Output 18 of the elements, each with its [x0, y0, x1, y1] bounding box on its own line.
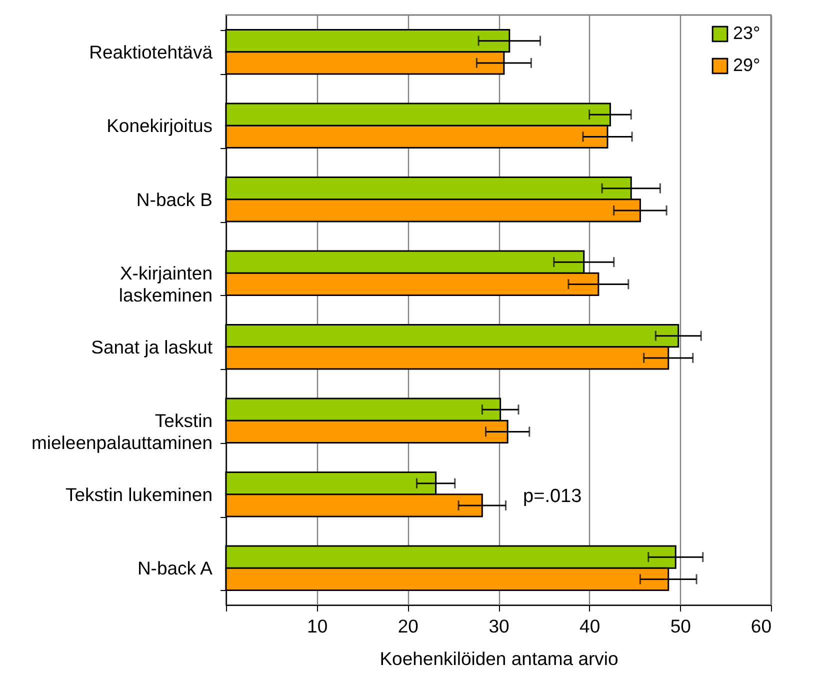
y-tick-label: Konekirjoitus — [106, 115, 212, 136]
y-tick-label: N-back B — [136, 188, 212, 210]
y-tick-label: Sanat ja laskut — [91, 336, 212, 358]
x-tick-label: 10 — [307, 616, 328, 636]
x-tick-label: 40 — [580, 616, 600, 636]
y-tick-label: X-kirjainten laskeminen — [118, 262, 212, 306]
y-tick-label: Reaktiotehtävä — [89, 41, 214, 62]
legend-label: 23° — [733, 23, 760, 43]
annotation: p=.013 — [523, 486, 582, 507]
legend-label: 29° — [733, 55, 760, 75]
y-tick-label: Tekstin lukeminen — [65, 484, 212, 505]
x-axis-title: Koehenkilöiden antama arvio — [380, 648, 618, 669]
x-tick-label: 30 — [488, 616, 510, 636]
y-tick-label: N-back A — [137, 558, 214, 579]
x-tick-label: 60 — [750, 616, 772, 636]
x-tick-label: 20 — [398, 616, 418, 636]
x-tick-label: 50 — [670, 616, 691, 636]
y-tick-label: Tekstin mieleenpalauttaminen — [31, 410, 212, 454]
